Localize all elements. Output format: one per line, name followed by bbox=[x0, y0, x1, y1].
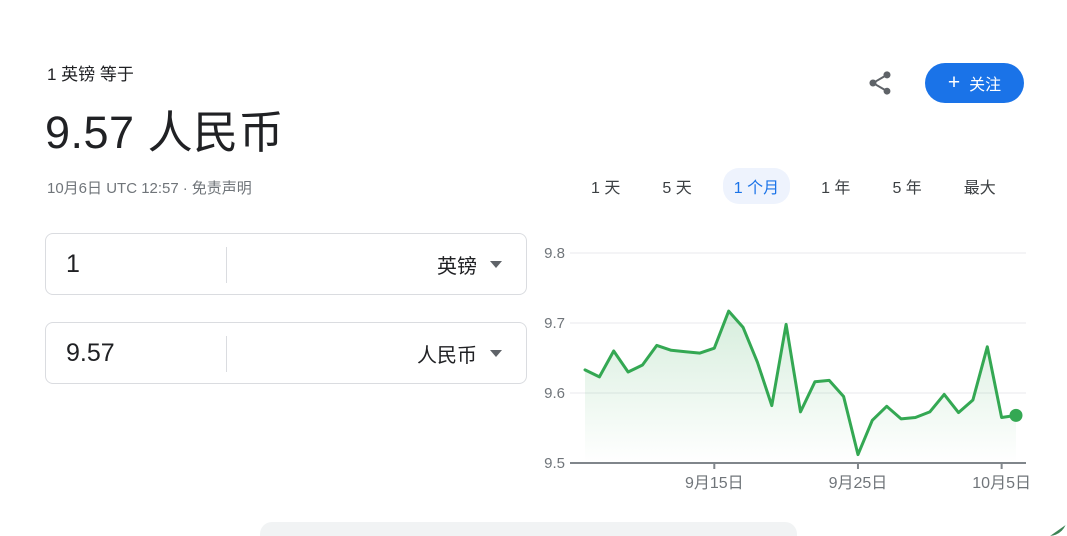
share-icon bbox=[866, 70, 894, 100]
y-axis-label: 9.6 bbox=[544, 385, 565, 402]
rate-line bbox=[583, 309, 1018, 457]
tab-1-year[interactable]: 1 年 bbox=[810, 168, 861, 204]
rate-area bbox=[585, 311, 1016, 463]
converter-row-from: 英镑 bbox=[45, 233, 527, 295]
y-axis-label: 9.7 bbox=[544, 315, 565, 332]
tab-5-years[interactable]: 5 年 bbox=[881, 168, 932, 204]
tab-1-month[interactable]: 1 个月 bbox=[722, 168, 791, 204]
latest-point-dot bbox=[1009, 408, 1023, 422]
conversion-result: 9.57 人民币 bbox=[45, 107, 285, 158]
field-divider bbox=[226, 247, 227, 283]
caret-down-icon bbox=[490, 260, 502, 268]
tab-max[interactable]: 最大 bbox=[953, 168, 1007, 204]
x-axis-label: 9月15日 bbox=[685, 475, 744, 492]
caret-down-icon bbox=[490, 349, 502, 357]
tab-1-day[interactable]: 1 天 bbox=[580, 168, 631, 204]
converter-row-to: 人民币 bbox=[45, 322, 527, 384]
currency-label-from: 英镑 bbox=[437, 255, 477, 278]
next-card-top-edge bbox=[260, 522, 797, 536]
x-axis-label: 10月5日 bbox=[972, 475, 1031, 492]
partial-green-element bbox=[1050, 524, 1067, 536]
tab-5-days[interactable]: 5 天 bbox=[651, 168, 702, 204]
currency-selector-from[interactable]: 英镑 bbox=[437, 234, 526, 294]
x-axis-label: 9月25日 bbox=[829, 475, 888, 492]
rate-chart-container[interactable]: 9.5 9.6 9.7 9.8 9月15日 9月25日 10月5日 bbox=[538, 228, 1032, 501]
conversion-meta: 10月6日 UTC 12:57 · 免责声明 bbox=[47, 177, 252, 198]
rate-chart: 9.5 9.6 9.7 9.8 9月15日 9月25日 10月5日 bbox=[544, 245, 1031, 492]
amount-input-to[interactable] bbox=[46, 338, 206, 368]
field-divider bbox=[226, 336, 227, 372]
follow-button-label: 关注 bbox=[969, 77, 1002, 94]
meta-timestamp: 10月6日 UTC 12:57 bbox=[47, 180, 179, 197]
share-button[interactable] bbox=[862, 66, 898, 102]
currency-selector-to[interactable]: 人民币 bbox=[417, 323, 526, 383]
range-tabs: 1 天 5 天 1 个月 1 年 5 年 最大 bbox=[580, 168, 1007, 204]
meta-separator: · bbox=[182, 180, 188, 197]
follow-button[interactable]: + 关注 bbox=[925, 63, 1024, 103]
y-axis-label: 9.8 bbox=[544, 245, 565, 262]
currency-label-to: 人民币 bbox=[417, 344, 477, 367]
amount-input-from[interactable] bbox=[46, 249, 206, 279]
y-axis-label: 9.5 bbox=[544, 455, 565, 472]
disclaimer-link[interactable]: 免责声明 bbox=[191, 180, 252, 197]
plus-icon: + bbox=[947, 70, 961, 94]
conversion-subtitle: 1 英镑 等于 bbox=[47, 65, 134, 84]
